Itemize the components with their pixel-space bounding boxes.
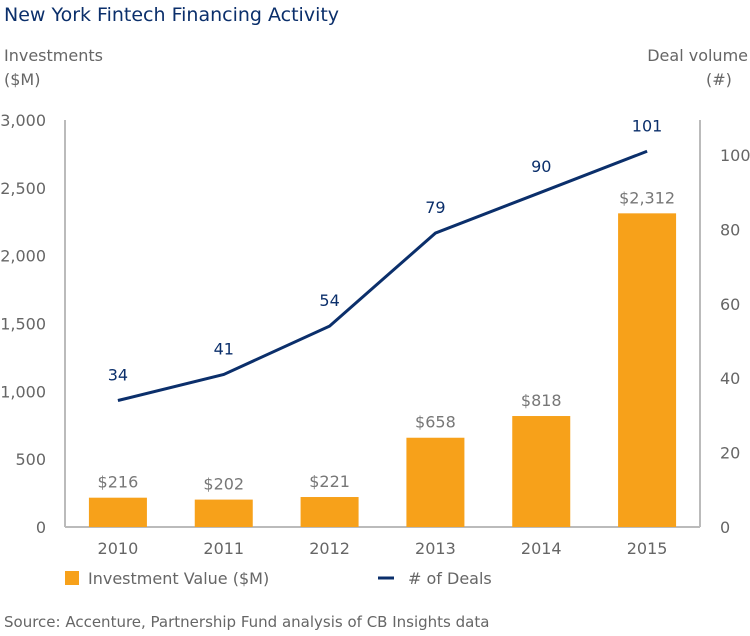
line-data-label: 101 (632, 116, 663, 135)
line-data-label: 34 (108, 366, 128, 385)
source-note: Source: Accenture, Partnership Fund anal… (4, 613, 490, 631)
bar (194, 499, 253, 527)
right-tick-label: 80 (720, 220, 740, 239)
bar-data-label: $221 (309, 472, 350, 491)
left-tick-label: 2,500 (0, 179, 46, 198)
line-data-label: 90 (531, 157, 551, 176)
right-axis-label-line1: Deal volume (647, 46, 748, 65)
left-tick-label: 1,500 (0, 315, 46, 334)
legend-line-label: # of Deals (408, 569, 492, 588)
line-data-label: 54 (319, 291, 339, 310)
bar (88, 497, 147, 527)
x-tick-label: 2011 (203, 539, 244, 558)
left-axis-label-line2: ($M) (4, 70, 41, 89)
x-tick-label: 2015 (627, 539, 668, 558)
right-tick-label: 40 (720, 369, 740, 388)
right-tick-label: 60 (720, 295, 740, 314)
x-tick-label: 2013 (415, 539, 456, 558)
line-data-label: 79 (425, 198, 445, 217)
bar (300, 497, 359, 527)
x-tick-label: 2010 (98, 539, 139, 558)
bar (406, 437, 465, 527)
bar-data-label: $658 (415, 413, 456, 432)
left-tick-label: 1,000 (0, 382, 46, 401)
left-tick-label: 3,000 (0, 111, 46, 130)
bar (512, 416, 571, 527)
deals-line (117, 149, 648, 402)
right-tick-label: 100 (720, 146, 750, 165)
x-tick-label: 2014 (521, 539, 562, 558)
legend-bar-label: Investment Value ($M) (88, 569, 269, 588)
left-tick-label: 2,000 (0, 247, 46, 266)
x-tick-label: 2012 (309, 539, 350, 558)
left-tick-label: 500 (15, 450, 46, 469)
bar-data-label: $2,312 (619, 188, 675, 207)
bar-data-label: $216 (98, 473, 139, 492)
right-axis-label-line2: (#) (706, 70, 732, 89)
bar (618, 213, 677, 527)
chart-title: New York Fintech Financing Activity (4, 4, 340, 26)
legend-bar-swatch (65, 571, 79, 585)
right-tick-label: 0 (720, 518, 730, 537)
bar-data-label: $202 (203, 475, 244, 494)
left-tick-label: 0 (36, 518, 46, 537)
right-tick-label: 20 (720, 444, 740, 463)
left-axis-label-line1: Investments (4, 46, 103, 65)
bar-data-label: $818 (521, 391, 562, 410)
line-data-label: 41 (214, 339, 234, 358)
